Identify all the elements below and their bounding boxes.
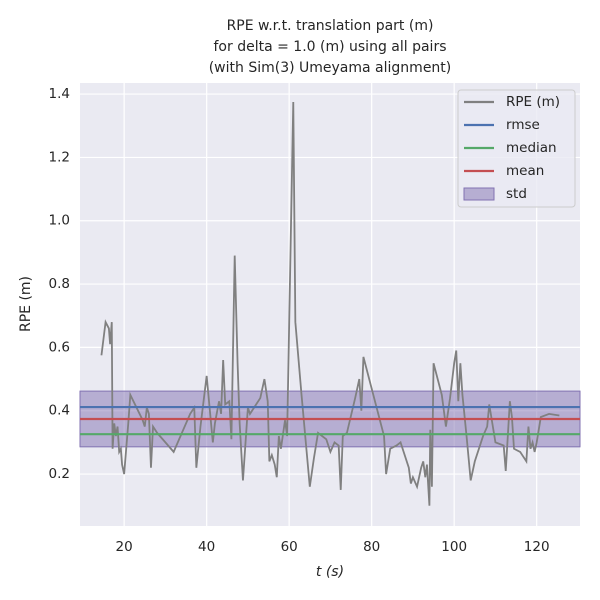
y-tick-label: 1.4 xyxy=(49,86,70,102)
chart-title: RPE w.r.t. translation part (m) xyxy=(227,18,434,34)
x-tick-label: 100 xyxy=(441,539,467,555)
marks xyxy=(79,101,581,506)
x-tick-label: 20 xyxy=(116,539,133,555)
x-tick-label: 40 xyxy=(198,539,215,555)
y-tick-label: 1.0 xyxy=(49,213,70,229)
y-tick-label: 1.2 xyxy=(49,149,70,165)
legend-label: RPE (m) xyxy=(506,94,560,110)
legend-label: std xyxy=(506,186,527,202)
x-tick-label: 60 xyxy=(281,539,298,555)
chart-title: for delta = 1.0 (m) using all pairs xyxy=(214,39,447,55)
y-tick-label: 0.6 xyxy=(49,339,70,355)
legend-box xyxy=(457,89,576,208)
y-tick-label: 0.8 xyxy=(49,276,70,292)
legend-label: mean xyxy=(506,163,544,179)
y-tick-label: 0.2 xyxy=(49,466,70,482)
legend-label: median xyxy=(506,140,557,156)
y-tick-label: 0.4 xyxy=(49,403,70,419)
rpe-line xyxy=(100,101,560,506)
x-axis-label: t (s) xyxy=(316,564,344,580)
y-axis-label: RPE (m) xyxy=(18,276,34,332)
legend-label: rmse xyxy=(506,117,540,133)
legend-swatch xyxy=(463,187,495,201)
chart-title: (with Sim(3) Umeyama alignment) xyxy=(209,60,452,76)
x-tick-label: 80 xyxy=(363,539,380,555)
x-tick-label: 120 xyxy=(524,539,550,555)
legend: RPE (m) rmse median mean std xyxy=(457,89,576,208)
